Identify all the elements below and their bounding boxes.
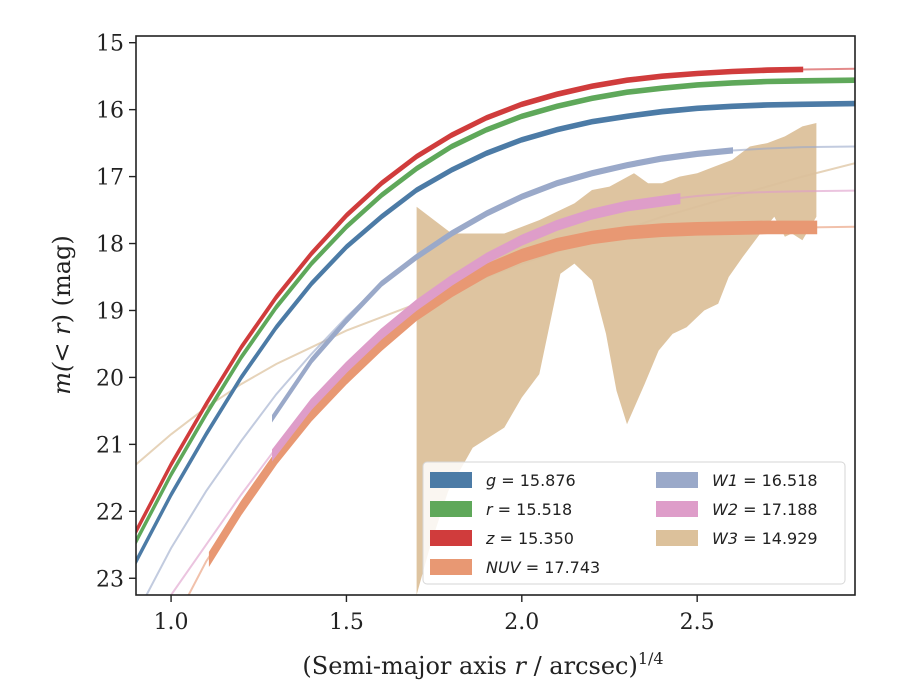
legend-label: r = 15.518 — [486, 500, 572, 519]
y-tick-label: 19 — [96, 299, 124, 324]
x-tick-label: 1.0 — [154, 610, 189, 635]
y-tick-label: 16 — [96, 99, 124, 124]
plot-frame — [135, 35, 856, 596]
legend-swatch — [430, 472, 472, 488]
legend-item-w3: W3 = 14.929 — [656, 529, 818, 548]
series-band — [136, 100, 855, 564]
y-tick-label: 17 — [96, 166, 124, 191]
legend-item-w2: W2 = 17.188 — [656, 500, 818, 519]
series-w2 — [170, 189, 855, 595]
series-w1 — [145, 145, 855, 595]
x-axis-title: (Semi-major axis r / arcsec)1/4 — [302, 649, 663, 680]
y-axis-title: m(< r) (mag) — [48, 235, 76, 395]
x-tick-label: 2.0 — [504, 610, 539, 635]
legend: g = 15.876 r = 15.518 z = 15.350 NUV = 17.7… — [422, 461, 846, 585]
series-band — [136, 77, 855, 544]
legend-label: W2 = 17.188 — [712, 500, 818, 519]
legend-item-r: r = 15.518 — [430, 500, 572, 519]
y-axis: 15 16 17 18 19 20 21 22 23 — [96, 32, 136, 592]
series-band — [136, 66, 804, 534]
legend-swatch — [430, 530, 472, 546]
legend-label: NUV = 17.743 — [486, 558, 600, 577]
legend-box — [422, 461, 846, 585]
series-z — [136, 66, 855, 534]
legend-label: z = 15.350 — [485, 529, 574, 548]
x-tick-label: 1.5 — [329, 610, 364, 635]
series-g — [136, 100, 855, 564]
x-axis: 1.0 1.5 2.0 2.5 — [154, 595, 715, 635]
legend-swatch — [656, 501, 698, 517]
y-tick-label: 21 — [96, 433, 124, 458]
legend-label: W3 = 14.929 — [712, 529, 818, 548]
x-tick-label: 2.5 — [680, 610, 715, 635]
y-tick-label: 23 — [96, 567, 124, 592]
legend-swatch — [430, 559, 472, 575]
legend-item-z: z = 15.350 — [430, 529, 574, 548]
legend-swatch — [656, 472, 698, 488]
series-r — [136, 77, 855, 544]
legend-swatch — [656, 530, 698, 546]
legend-label: g = 15.876 — [486, 471, 576, 490]
legend-item-nuv: NUV = 17.743 — [430, 558, 600, 577]
y-tick-label: 18 — [96, 233, 124, 258]
legend-label: W1 = 16.518 — [712, 471, 818, 490]
series-layer — [136, 66, 855, 595]
series-band — [272, 147, 733, 423]
y-tick-label: 22 — [96, 500, 124, 525]
series-band — [272, 193, 681, 462]
legend-swatch — [430, 501, 472, 517]
legend-item-g: g = 15.876 — [430, 471, 576, 490]
y-tick-label: 20 — [96, 366, 124, 391]
legend-item-w1: W1 = 16.518 — [656, 471, 818, 490]
y-tick-label: 15 — [96, 32, 124, 57]
